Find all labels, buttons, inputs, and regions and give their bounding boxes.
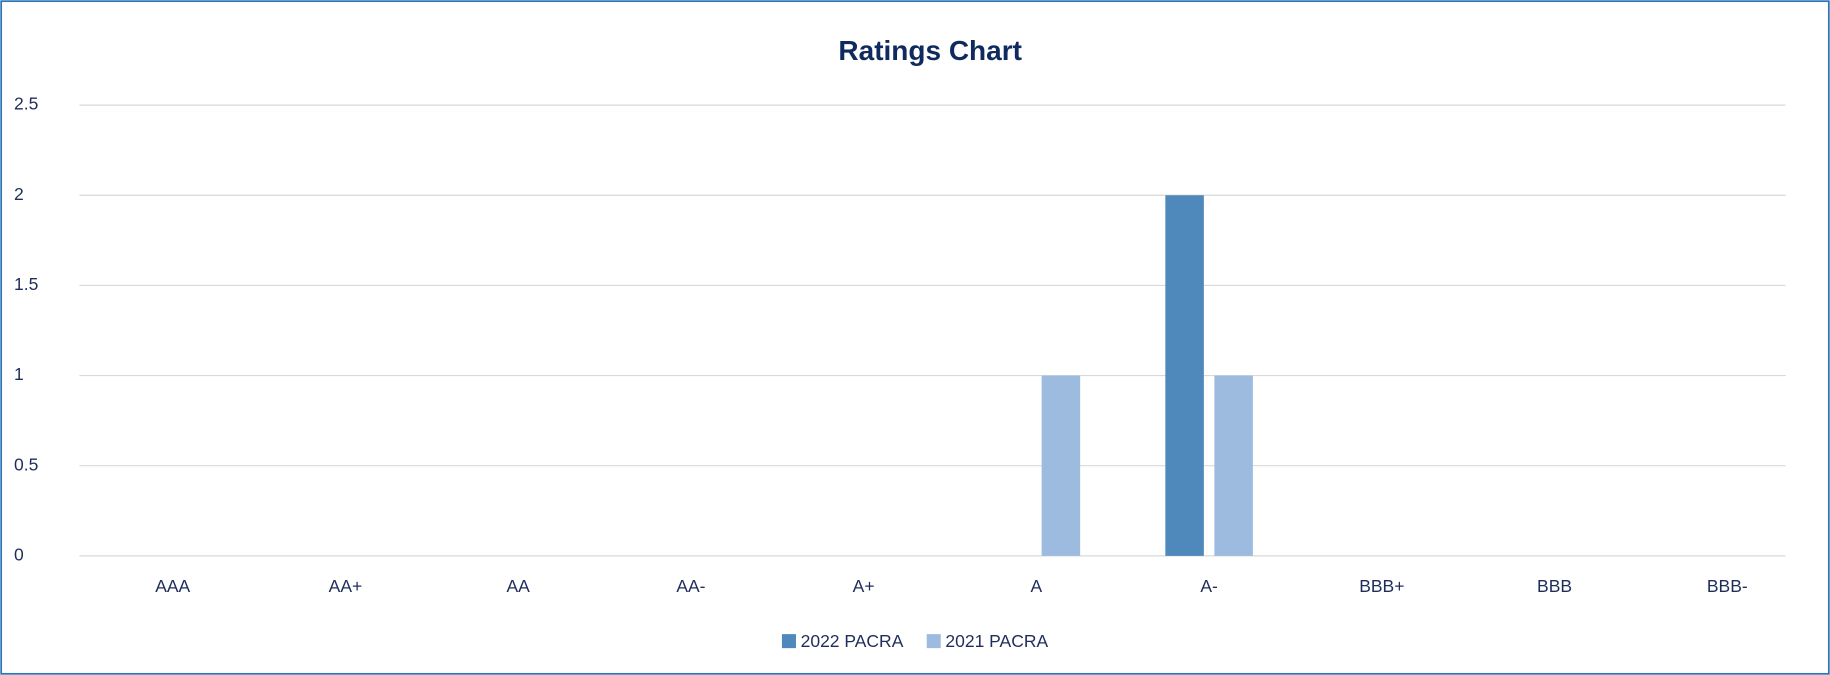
x-tick-label: AA+	[329, 576, 363, 596]
legend-label: 2022 PACRA	[801, 631, 904, 651]
x-tick-label: A+	[853, 576, 875, 596]
y-tick-label: 0.5	[14, 454, 38, 474]
legend-swatch	[926, 634, 941, 649]
legend-swatch	[781, 634, 796, 649]
x-tick-label: AA	[507, 576, 531, 596]
y-tick-label: 2.5	[14, 94, 38, 114]
x-tick-label: BBB+	[1359, 576, 1404, 596]
bar	[1165, 195, 1204, 556]
x-tick-label: AA-	[676, 576, 705, 596]
x-tick-label: BBB	[1537, 576, 1572, 596]
chart-title: Ratings Chart	[838, 35, 1022, 66]
x-tick-label: BBB-	[1707, 576, 1748, 596]
y-tick-label: 2	[14, 184, 24, 204]
x-tick-label: A	[1031, 576, 1043, 596]
bar	[1214, 375, 1253, 556]
y-tick-label: 1.5	[14, 274, 38, 294]
bar	[1041, 375, 1081, 556]
y-tick-label: 1	[14, 364, 24, 384]
legend-label: 2021 PACRA	[945, 631, 1048, 651]
x-tick-label: AAA	[155, 576, 190, 596]
x-tick-label: A-	[1200, 576, 1218, 596]
y-tick-label: 0	[14, 545, 24, 565]
